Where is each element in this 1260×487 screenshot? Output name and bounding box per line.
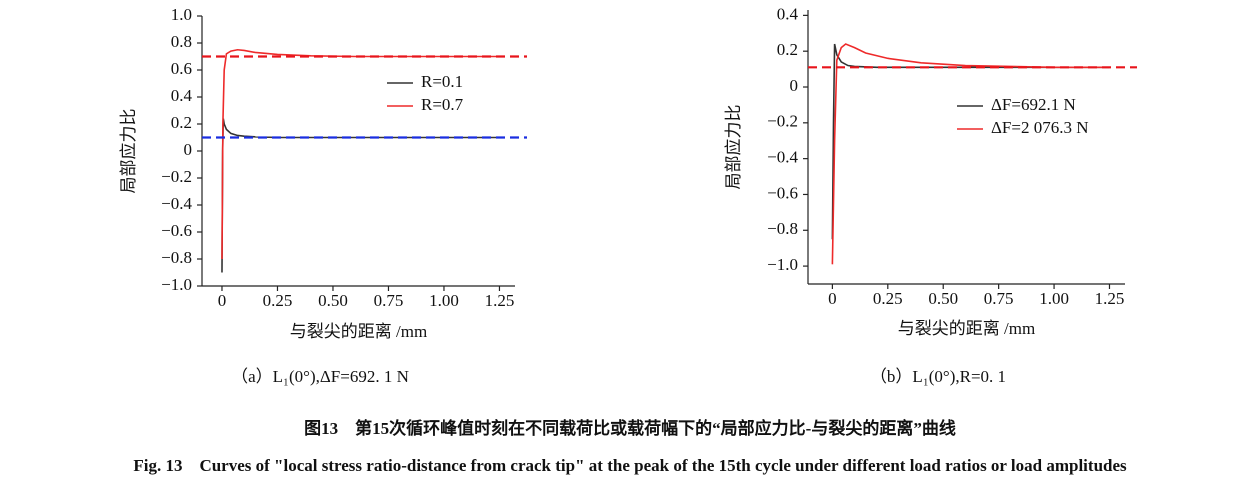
y-tick-label: −1.0 [161, 275, 192, 294]
x-tick-label: 0.25 [873, 289, 903, 308]
data-line [831, 43, 1110, 265]
x-tick-label: 0.25 [263, 291, 293, 310]
x-axis-label: 与裂尖的距离 /mm [290, 322, 427, 341]
chart-caption: （a）L₁(0°),ΔF=692. 1 N [231, 367, 409, 386]
y-tick-label: 0.8 [171, 32, 192, 51]
y-tick-label: 0.6 [171, 59, 192, 78]
legend-label: ΔF=2 076.3 N [991, 118, 1089, 137]
y-tick-label: −0.4 [767, 148, 798, 167]
x-tick-label: 0.50 [318, 291, 348, 310]
legend-label: R=0.1 [421, 72, 463, 91]
y-tick-label: −0.6 [161, 221, 192, 240]
legend-label: ΔF=692.1 N [991, 95, 1076, 114]
y-tick-label: 0 [790, 76, 799, 95]
x-axis-label: 与裂尖的距离 /mm [898, 319, 1035, 338]
x-tick-label: 0 [828, 289, 837, 308]
x-tick-label: 0.50 [928, 289, 958, 308]
data-line [831, 43, 1110, 240]
x-tick-label: 0.75 [984, 289, 1014, 308]
y-tick-label: −0.8 [161, 248, 192, 267]
y-tick-label: 0 [184, 140, 193, 159]
y-tick-label: 0.4 [171, 86, 193, 105]
y-tick-label: 0.4 [777, 4, 799, 23]
figure-caption-cn: 图13 第15次循环峰值时刻在不同载荷比或载荷幅下的“局部应力比-与裂尖的距离”… [304, 418, 956, 438]
figure-caption-en: Fig. 13 Curves of "local stress ratio-di… [133, 456, 1127, 475]
y-tick-label: −1.0 [767, 255, 798, 274]
y-tick-label: −0.4 [161, 194, 192, 213]
y-tick-label: −0.6 [767, 183, 798, 202]
x-tick-label: 1.00 [429, 291, 459, 310]
x-tick-label: 0.75 [374, 291, 404, 310]
y-axis-label: 局部应力比 [119, 109, 138, 194]
x-tick-label: 0 [218, 291, 227, 310]
legend-label: R=0.7 [421, 95, 464, 114]
y-tick-label: 1.0 [171, 5, 192, 24]
y-tick-label: −0.8 [767, 219, 798, 238]
y-tick-label: −0.2 [767, 112, 798, 131]
y-tick-label: 0.2 [777, 40, 798, 59]
y-tick-label: 0.2 [171, 113, 192, 132]
y-axis-label: 局部应力比 [724, 105, 743, 190]
x-tick-label: 1.00 [1039, 289, 1069, 308]
data-line [221, 118, 500, 273]
x-tick-label: 1.25 [1095, 289, 1125, 308]
x-tick-label: 1.25 [485, 291, 515, 310]
y-tick-label: −0.2 [161, 167, 192, 186]
chart-caption: （b）L₁(0°),R=0. 1 [870, 367, 1006, 386]
